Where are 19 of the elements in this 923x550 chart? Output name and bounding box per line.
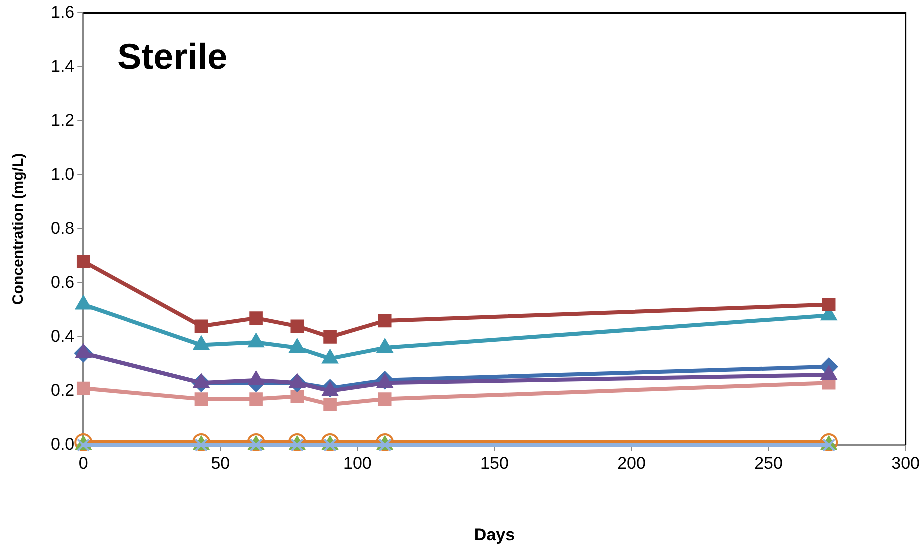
x-tick-label: 300 <box>892 454 920 474</box>
y-tick-label: 1.6 <box>50 2 75 22</box>
y-tick-label: 0.8 <box>50 218 75 238</box>
text: Sterile <box>118 36 228 78</box>
y-tick-label: 0.0 <box>50 434 75 454</box>
y-tick-label: 0.4 <box>50 326 75 346</box>
y-tick-label: 1.0 <box>50 164 75 184</box>
x-tick-label: 0 <box>78 454 88 474</box>
y-tick-label: 0.6 <box>50 272 75 292</box>
y-tick-label: 1.4 <box>50 56 75 76</box>
y-axis-title: Concentration (mg/L) <box>10 153 28 306</box>
x-tick-label: 200 <box>618 454 646 474</box>
x-axis-title: Days <box>474 525 516 544</box>
x-tick-label: 50 <box>211 454 230 474</box>
y-tick-label: 0.2 <box>50 380 75 400</box>
x-tick-label: 250 <box>754 454 783 474</box>
x-tick-label: 100 <box>344 454 372 474</box>
x-tick-label: 150 <box>480 454 509 474</box>
y-tick-label: 1.2 <box>50 110 75 130</box>
